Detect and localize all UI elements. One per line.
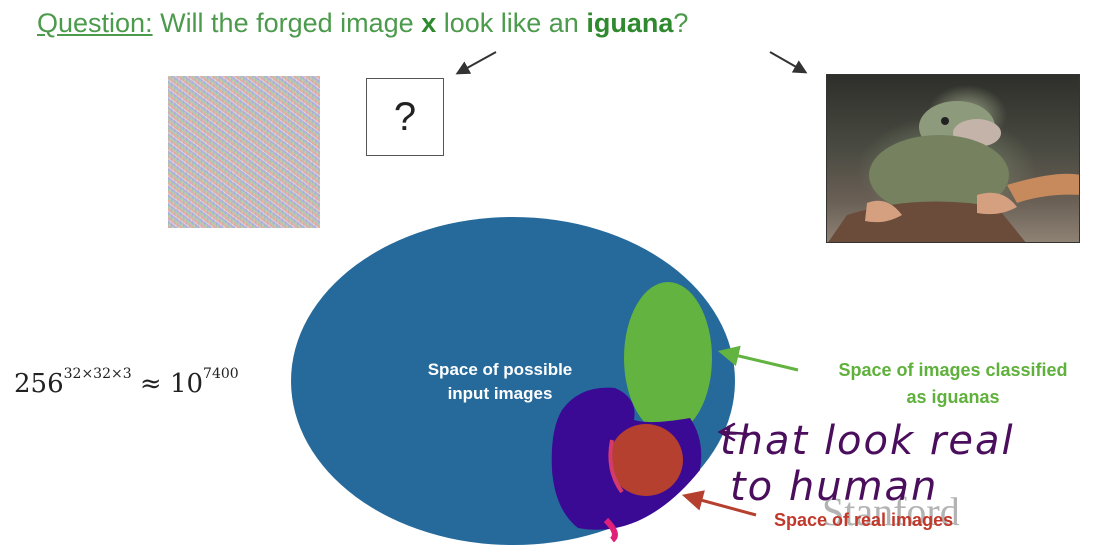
formula-exponent: 32×32×3 xyxy=(63,366,132,382)
annotation-pink-trace xyxy=(603,517,618,543)
unknown-image-box: ? xyxy=(366,78,444,156)
question-label: Question: xyxy=(37,8,153,38)
real-images-label: Space of real images xyxy=(774,510,954,530)
question-text-before: Will the forged image xyxy=(152,8,422,38)
iguana-illustration xyxy=(828,101,1079,242)
iguana-images-label: Space of images classified as iguanas xyxy=(800,357,1103,411)
noise-image xyxy=(168,76,320,228)
iguana-images-label-line1: Space of images classified xyxy=(838,360,1068,380)
formula-approx: ≈ 10 xyxy=(131,369,204,399)
question-text-middle: look like an xyxy=(436,8,587,38)
possible-images-label-line2: input images xyxy=(447,384,553,403)
stanford-watermark: Stanford xyxy=(822,489,960,534)
formula-base: 256 xyxy=(14,369,64,399)
question-heading: Question: Will the forged image x look l… xyxy=(37,8,688,39)
iguana-photo xyxy=(826,74,1080,243)
possible-images-label-line1: Space of possible xyxy=(427,360,573,379)
possible-images-label: Space of possible input images xyxy=(415,358,585,406)
iguana-images-region xyxy=(624,282,712,434)
question-mark: ? xyxy=(393,94,417,139)
handwritten-note-line2: to human xyxy=(730,464,939,510)
real-images-region xyxy=(609,424,683,496)
real-images-outline xyxy=(608,439,624,494)
arrow-iguana-label xyxy=(717,345,799,372)
arrow-to-iguana xyxy=(769,51,808,74)
question-text-end: ? xyxy=(673,8,689,38)
question-iguana: iguana xyxy=(586,8,674,38)
handwritten-note-line1: that look real xyxy=(720,418,1015,464)
space-size-formula: 25632×32×3 ≈ 107400 xyxy=(14,366,239,399)
handwritten-arrow xyxy=(717,422,750,442)
question-x: x xyxy=(421,8,437,38)
iguana-images-label-line2: as iguanas xyxy=(906,387,1000,407)
arrow-real-label xyxy=(681,490,757,517)
arrow-to-unknown xyxy=(455,51,497,75)
formula-result-exponent: 7400 xyxy=(203,366,239,382)
